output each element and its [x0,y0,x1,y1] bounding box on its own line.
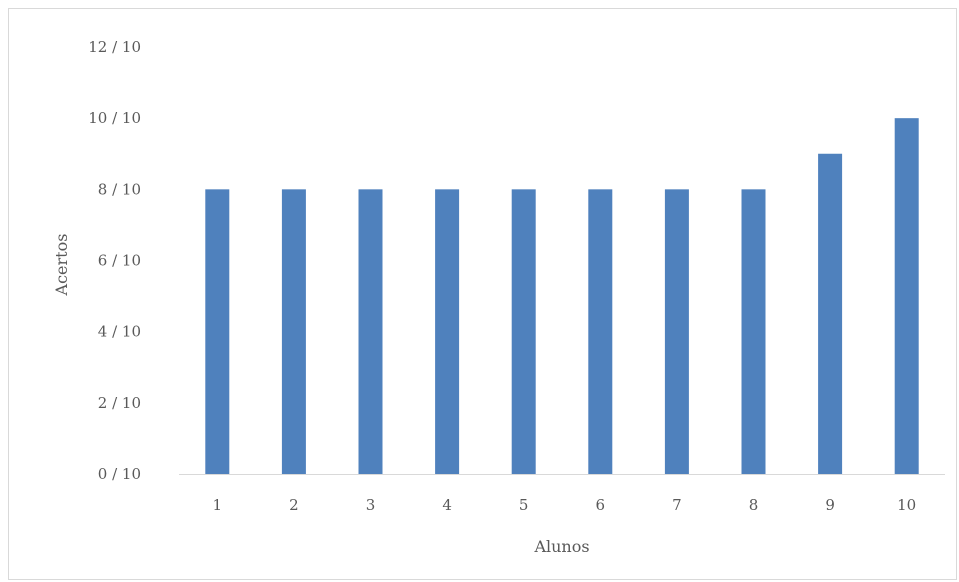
x-tick-label: 10 [897,496,916,514]
x-tick-label: 1 [213,496,223,514]
x-tick-label: 9 [825,496,835,514]
x-tick-label: 8 [749,496,759,514]
bar [511,189,536,475]
bars [205,118,919,475]
bar [894,118,919,475]
chart-area: 0 / 10 2 / 10 4 / 10 6 / 10 8 / 10 10 / 10 12 … [8,8,957,580]
bar [741,189,766,475]
y-tick-label: 10 / 10 [88,109,141,127]
bar [664,189,689,475]
y-axis-title: Acertos [52,234,71,297]
bar [358,189,383,475]
y-tick-label: 6 / 10 [98,252,141,270]
x-tick-label: 3 [366,496,376,514]
x-tick-label: 5 [519,496,529,514]
y-tick-label: 0 / 10 [98,465,141,483]
y-axis-ticks: 0 / 10 2 / 10 4 / 10 6 / 10 8 / 10 10 / 10 12 … [88,38,141,483]
x-tick-label: 6 [596,496,606,514]
bar [818,153,843,474]
y-tick-label: 12 / 10 [88,38,141,56]
x-tick-label: 7 [672,496,682,514]
x-axis-ticks: 1 2 3 4 5 6 7 8 9 10 [213,496,917,514]
y-tick-label: 2 / 10 [98,394,141,412]
bar-chart: 0 / 10 2 / 10 4 / 10 6 / 10 8 / 10 10 / 10 12 … [52,38,945,556]
x-axis-title: Alunos [533,537,589,556]
y-tick-label: 8 / 10 [98,180,141,198]
x-tick-label: 2 [289,496,299,514]
bar [205,189,230,475]
bar [588,189,613,475]
bar [281,189,306,475]
x-tick-label: 4 [442,496,452,514]
y-tick-label: 4 / 10 [98,323,141,341]
bar [435,189,460,475]
